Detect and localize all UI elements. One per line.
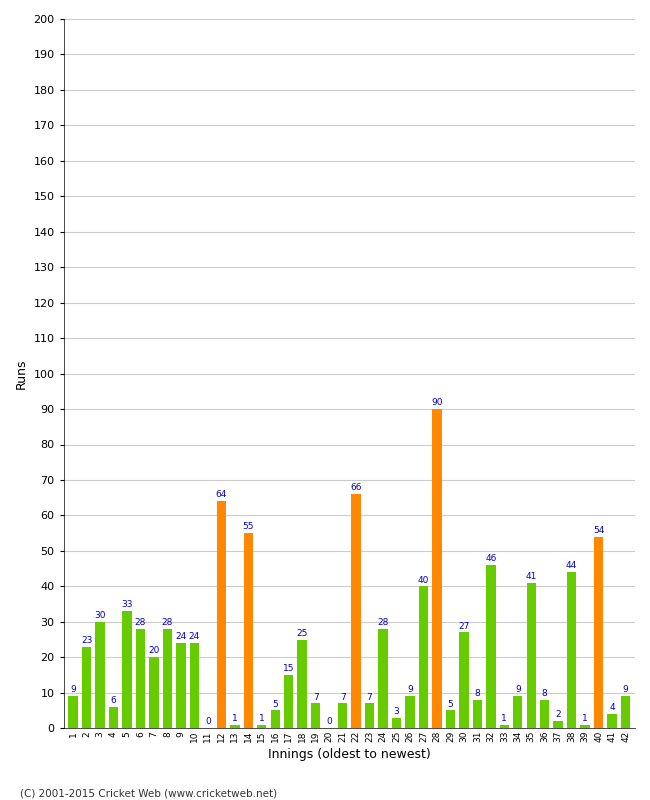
Text: 90: 90 — [431, 398, 443, 407]
Text: 8: 8 — [474, 689, 480, 698]
Bar — [352, 494, 361, 728]
Bar — [257, 725, 266, 728]
Bar — [311, 703, 320, 728]
Bar — [338, 703, 347, 728]
Text: 33: 33 — [122, 600, 133, 610]
Bar — [513, 696, 523, 728]
Text: 5: 5 — [448, 700, 453, 709]
Text: 7: 7 — [313, 693, 318, 702]
Bar — [136, 629, 145, 728]
Bar — [580, 725, 590, 728]
Text: 2: 2 — [555, 710, 561, 719]
Y-axis label: Runs: Runs — [15, 358, 28, 389]
Text: 0: 0 — [205, 718, 211, 726]
Bar — [96, 622, 105, 728]
Bar — [405, 696, 415, 728]
Bar — [486, 565, 495, 728]
Text: 9: 9 — [623, 686, 629, 694]
Text: 8: 8 — [542, 689, 547, 698]
Bar — [365, 703, 374, 728]
Text: 3: 3 — [394, 706, 399, 716]
Bar — [190, 643, 199, 728]
Bar — [621, 696, 630, 728]
Text: 46: 46 — [485, 554, 497, 563]
Bar — [244, 533, 253, 728]
Text: 24: 24 — [188, 632, 200, 642]
Text: 64: 64 — [216, 490, 227, 499]
Text: (C) 2001-2015 Cricket Web (www.cricketweb.net): (C) 2001-2015 Cricket Web (www.cricketwe… — [20, 788, 277, 798]
Bar — [594, 537, 603, 728]
Bar — [607, 714, 617, 728]
Text: 28: 28 — [162, 618, 173, 627]
Bar — [270, 710, 280, 728]
Text: 20: 20 — [148, 646, 160, 655]
Text: 54: 54 — [593, 526, 605, 535]
Text: 6: 6 — [111, 696, 116, 705]
Bar — [392, 718, 401, 728]
Text: 55: 55 — [242, 522, 254, 531]
Text: 27: 27 — [458, 622, 469, 630]
Text: 7: 7 — [340, 693, 346, 702]
Bar — [500, 725, 509, 728]
Bar — [459, 633, 469, 728]
Text: 9: 9 — [70, 686, 76, 694]
Text: 7: 7 — [367, 693, 372, 702]
Text: 41: 41 — [526, 572, 537, 581]
Bar — [82, 646, 92, 728]
Text: 44: 44 — [566, 562, 577, 570]
Text: 15: 15 — [283, 664, 294, 674]
Text: 66: 66 — [350, 483, 362, 492]
Bar — [446, 710, 455, 728]
Bar — [150, 658, 159, 728]
Text: 9: 9 — [407, 686, 413, 694]
Bar — [284, 675, 293, 728]
Bar — [378, 629, 388, 728]
Bar — [176, 643, 186, 728]
Bar — [216, 502, 226, 728]
Text: 30: 30 — [94, 611, 106, 620]
Text: 1: 1 — [501, 714, 507, 723]
Text: 24: 24 — [176, 632, 187, 642]
Text: 9: 9 — [515, 686, 521, 694]
Bar — [567, 572, 577, 728]
Bar — [122, 611, 132, 728]
Bar — [540, 700, 549, 728]
Text: 28: 28 — [378, 618, 389, 627]
Text: 5: 5 — [272, 700, 278, 709]
Bar — [230, 725, 240, 728]
Bar — [298, 639, 307, 728]
Bar — [554, 721, 563, 728]
Text: 28: 28 — [135, 618, 146, 627]
Text: 4: 4 — [609, 703, 615, 712]
Bar — [526, 582, 536, 728]
Text: 1: 1 — [232, 714, 238, 723]
Text: 1: 1 — [582, 714, 588, 723]
Bar — [432, 409, 441, 728]
Text: 0: 0 — [326, 718, 332, 726]
Bar — [473, 700, 482, 728]
Bar — [162, 629, 172, 728]
Text: 1: 1 — [259, 714, 265, 723]
Bar — [68, 696, 78, 728]
Text: 23: 23 — [81, 636, 92, 645]
Text: 25: 25 — [296, 629, 308, 638]
X-axis label: Innings (oldest to newest): Innings (oldest to newest) — [268, 748, 431, 761]
Bar — [109, 707, 118, 728]
Bar — [419, 586, 428, 728]
Text: 40: 40 — [418, 575, 429, 585]
